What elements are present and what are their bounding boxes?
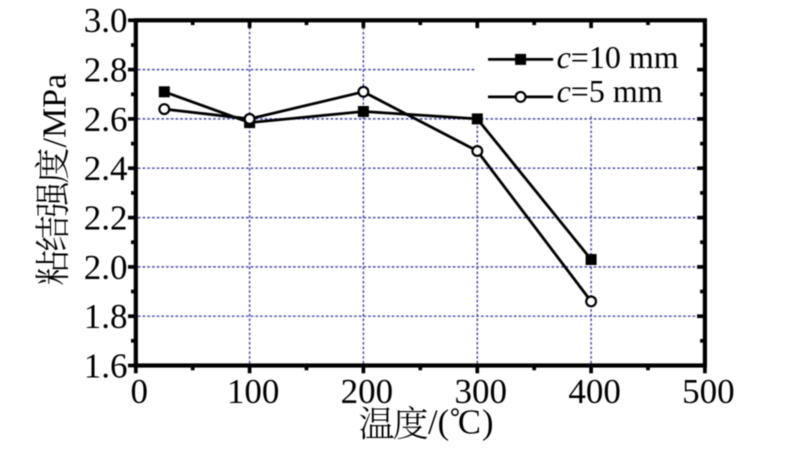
svg-text:1.8: 1.8 (84, 297, 128, 336)
svg-text:3.0: 3.0 (84, 1, 128, 40)
svg-text:400: 400 (568, 372, 621, 411)
svg-text:2.4: 2.4 (84, 149, 128, 188)
svg-text:0: 0 (131, 372, 149, 411)
svg-text:300: 300 (455, 372, 508, 411)
svg-text:100: 100 (227, 372, 280, 411)
svg-text:200: 200 (341, 372, 394, 411)
svg-text:2.0: 2.0 (84, 248, 128, 287)
svg-text:2.2: 2.2 (84, 199, 128, 238)
svg-text:c=5 mm: c=5 mm (557, 73, 663, 109)
svg-text:2.6: 2.6 (84, 100, 128, 139)
svg-text:c=10 mm: c=10 mm (557, 39, 679, 75)
svg-text:2.8: 2.8 (84, 51, 128, 90)
svg-text:/MPa: /MPa (37, 74, 74, 148)
svg-text:1.6: 1.6 (84, 346, 128, 385)
svg-text:500: 500 (682, 372, 735, 411)
svg-text:/(C): /(C) (428, 404, 494, 442)
